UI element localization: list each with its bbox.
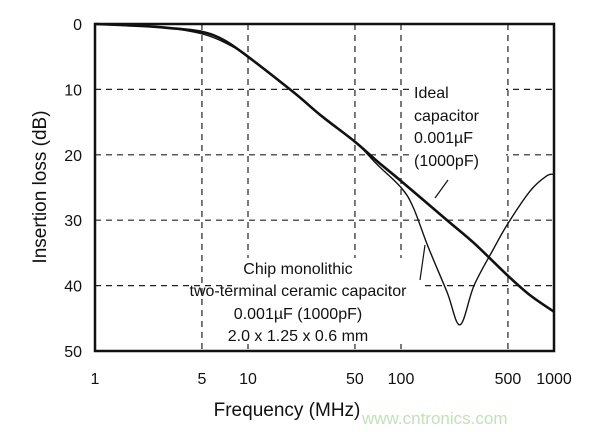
ideal-annotation: Ideal capacitor 0.001µF (1000pF)	[410, 82, 506, 199]
y-tick-labels: 0 10 20 30 40 50	[64, 17, 82, 361]
x-tick-label: 10	[239, 371, 257, 388]
y-tick-label: 40	[64, 279, 82, 296]
ideal-annotation-line: Ideal	[414, 85, 449, 102]
x-tick-label: 1	[91, 371, 100, 388]
ideal-annotation-bg	[410, 82, 506, 172]
ideal-annotation-line: (1000pF)	[414, 153, 479, 170]
watermark: www.cntronics.com	[361, 409, 507, 428]
chip-annotation-bg	[232, 258, 424, 344]
chip-annotation-line: two-terminal ceramic capacitor	[190, 283, 408, 300]
chip-capacitor-line	[94, 23, 555, 326]
y-tick-label: 10	[64, 82, 82, 99]
y-tick-label: 20	[64, 148, 82, 165]
chip-annotation: Chip monolithic two-terminal ceramic cap…	[190, 244, 426, 345]
y-tick-label: 50	[64, 344, 82, 361]
ideal-annotation-line: capacitor	[414, 108, 480, 125]
x-tick-label: 5	[197, 371, 206, 388]
x-tick-label: 50	[346, 371, 364, 388]
plot-frame	[93, 22, 556, 353]
ideal-annotation-line: 0.001µF	[414, 130, 473, 147]
x-tick-label: 100	[388, 371, 415, 388]
x-axis-label: Frequency (MHz)	[214, 400, 361, 421]
y-axis-label: Insertion loss (dB)	[30, 110, 51, 263]
x-tick-label: 500	[495, 371, 522, 388]
chip-annotation-line: Chip monolithic	[243, 261, 352, 278]
chip-leader-line	[419, 244, 426, 281]
chip-annotation-line: 2.0 x 1.25 x 0.6 mm	[228, 328, 369, 345]
series-lines	[94, 22, 555, 326]
y-tick-label: 0	[73, 17, 82, 34]
y-tick-label: 30	[64, 213, 82, 230]
x-tick-label: 1000	[536, 371, 572, 388]
chip-annotation-line: 0.001µF (1000pF)	[234, 306, 362, 323]
x-tick-labels: 1 5 10 50 100 500 1000	[91, 371, 572, 388]
ideal-leader-line	[434, 179, 449, 199]
